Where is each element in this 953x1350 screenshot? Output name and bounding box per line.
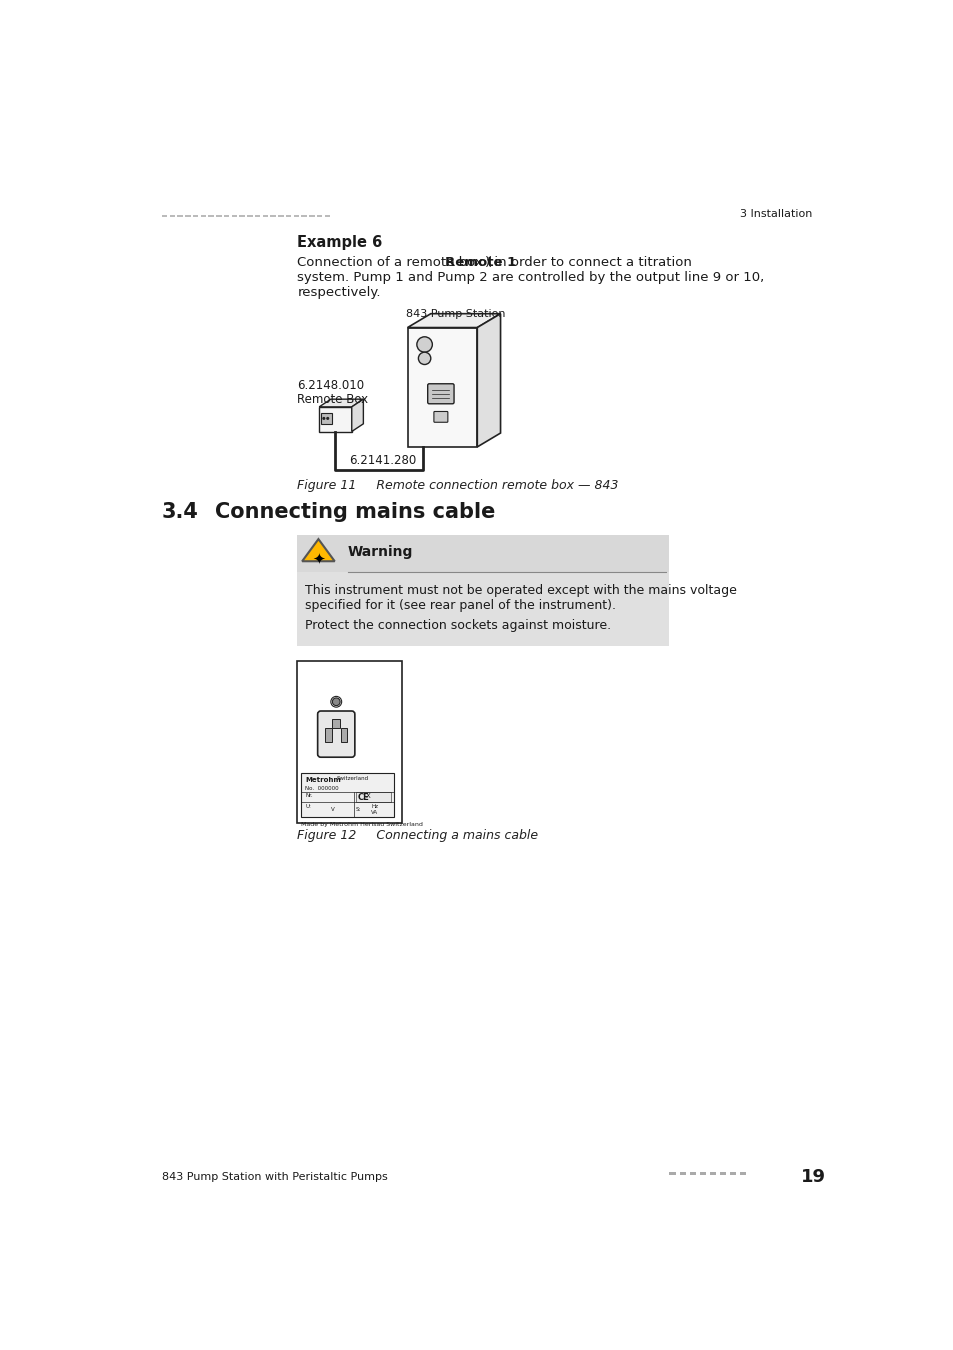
Bar bbox=[689, 1172, 695, 1174]
Bar bbox=[224, 215, 229, 217]
Bar bbox=[709, 1172, 716, 1174]
Text: 843 Pump Station: 843 Pump Station bbox=[406, 309, 505, 320]
Bar bbox=[232, 215, 236, 217]
Circle shape bbox=[332, 778, 340, 786]
Text: Nr.: Nr. bbox=[305, 794, 313, 798]
Text: Connection of a remote box (: Connection of a remote box ( bbox=[297, 255, 492, 269]
Bar bbox=[247, 215, 253, 217]
Bar bbox=[297, 662, 402, 822]
Bar bbox=[740, 1172, 745, 1174]
Text: Metrohm: Metrohm bbox=[305, 778, 340, 783]
Text: V: V bbox=[331, 807, 335, 813]
Bar bbox=[729, 1172, 736, 1174]
Text: Remote 1: Remote 1 bbox=[444, 255, 516, 269]
Bar bbox=[340, 728, 347, 741]
Bar bbox=[170, 215, 174, 217]
Bar bbox=[332, 718, 340, 728]
Text: system. Pump 1 and Pump 2 are controlled by the output line 9 or 10,: system. Pump 1 and Pump 2 are controlled… bbox=[297, 271, 764, 284]
Text: S:: S: bbox=[355, 807, 360, 813]
Bar bbox=[239, 215, 245, 217]
Polygon shape bbox=[319, 400, 363, 406]
Polygon shape bbox=[302, 539, 335, 562]
Text: Example 6: Example 6 bbox=[297, 235, 382, 250]
Text: This instrument must not be operated except with the mains voltage: This instrument must not be operated exc… bbox=[305, 583, 737, 597]
FancyBboxPatch shape bbox=[427, 383, 454, 404]
Bar bbox=[316, 215, 322, 217]
Text: respectively.: respectively. bbox=[297, 286, 380, 300]
Bar bbox=[355, 792, 391, 802]
Circle shape bbox=[416, 336, 432, 352]
Text: VA: VA bbox=[371, 810, 377, 815]
Bar bbox=[699, 1172, 705, 1174]
Circle shape bbox=[418, 352, 431, 365]
Polygon shape bbox=[407, 328, 476, 447]
Bar bbox=[270, 215, 275, 217]
Bar bbox=[297, 535, 669, 647]
Bar bbox=[286, 215, 291, 217]
Bar bbox=[278, 215, 283, 217]
Text: Warning: Warning bbox=[348, 544, 413, 559]
Bar bbox=[669, 1172, 675, 1174]
Text: Protect the connection sockets against moisture.: Protect the connection sockets against m… bbox=[305, 620, 611, 632]
Text: U:: U: bbox=[305, 805, 311, 809]
Bar bbox=[320, 413, 332, 424]
Text: 3 Installation: 3 Installation bbox=[740, 209, 812, 219]
Text: Connecting mains cable: Connecting mains cable bbox=[214, 502, 495, 522]
Text: 6.2141.280: 6.2141.280 bbox=[348, 454, 416, 467]
Bar bbox=[162, 215, 167, 217]
Bar bbox=[325, 728, 332, 741]
Text: specified for it (see rear panel of the instrument).: specified for it (see rear panel of the … bbox=[305, 599, 616, 612]
Text: Made by Metrohm Herisau Switzerland: Made by Metrohm Herisau Switzerland bbox=[301, 822, 423, 828]
Bar bbox=[200, 215, 206, 217]
Bar bbox=[185, 215, 191, 217]
Text: 843 Pump Station with Peristaltic Pumps: 843 Pump Station with Peristaltic Pumps bbox=[162, 1172, 387, 1181]
Text: Hz: Hz bbox=[371, 805, 377, 809]
Bar bbox=[301, 215, 307, 217]
Text: Figure 11     Remote connection remote box — 843: Figure 11 Remote connection remote box —… bbox=[297, 479, 618, 491]
Text: 19: 19 bbox=[801, 1168, 825, 1185]
Circle shape bbox=[332, 698, 340, 706]
Circle shape bbox=[326, 417, 329, 420]
Text: 3.4: 3.4 bbox=[162, 502, 198, 522]
Polygon shape bbox=[352, 400, 363, 432]
Bar bbox=[177, 215, 183, 217]
Bar bbox=[294, 215, 298, 217]
Bar bbox=[679, 1172, 685, 1174]
Bar bbox=[309, 215, 314, 217]
Polygon shape bbox=[407, 313, 500, 328]
Text: X: X bbox=[365, 794, 370, 799]
Bar bbox=[216, 215, 221, 217]
Bar bbox=[297, 535, 669, 571]
Bar bbox=[193, 215, 198, 217]
FancyBboxPatch shape bbox=[317, 711, 355, 757]
Text: Remote Box: Remote Box bbox=[297, 393, 368, 405]
Text: 6.2148.010: 6.2148.010 bbox=[297, 379, 364, 391]
Bar bbox=[324, 215, 330, 217]
Bar bbox=[301, 772, 394, 817]
Bar bbox=[262, 215, 268, 217]
Text: Switzerland: Switzerland bbox=[335, 776, 368, 782]
FancyBboxPatch shape bbox=[434, 412, 447, 423]
Text: CE: CE bbox=[357, 792, 370, 802]
Bar bbox=[254, 215, 260, 217]
Text: No.  000000: No. 000000 bbox=[305, 786, 338, 791]
Text: ) in order to connect a titration: ) in order to connect a titration bbox=[484, 255, 691, 269]
Bar bbox=[720, 1172, 725, 1174]
Text: Figure 12     Connecting a mains cable: Figure 12 Connecting a mains cable bbox=[297, 829, 538, 842]
Bar bbox=[208, 215, 213, 217]
Polygon shape bbox=[319, 406, 352, 432]
Circle shape bbox=[322, 417, 325, 420]
Text: ✦: ✦ bbox=[312, 552, 324, 567]
Polygon shape bbox=[476, 313, 500, 447]
